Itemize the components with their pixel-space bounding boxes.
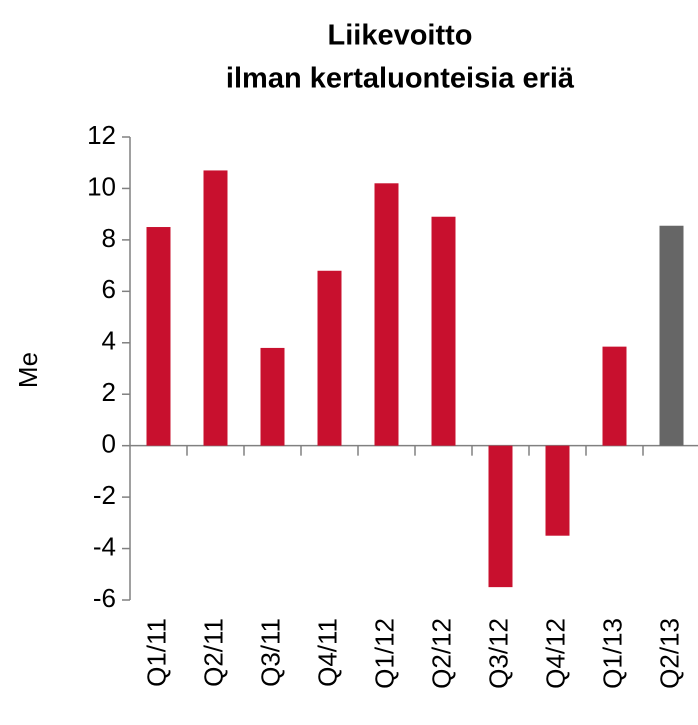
y-tick-label: 12 [87, 120, 116, 150]
x-tick-label: Q1/12 [369, 618, 399, 689]
bar [602, 346, 627, 446]
y-axis-label: Me [13, 352, 43, 388]
y-tick-label: -6 [93, 583, 116, 613]
y-tick-label: 2 [102, 377, 116, 407]
bar [260, 347, 285, 446]
x-tick-label: Q1/13 [597, 618, 627, 689]
y-tick-label: 0 [102, 429, 116, 459]
bar [545, 445, 570, 536]
x-tick-label: Q4/11 [312, 618, 342, 687]
x-tick-label: Q3/12 [483, 618, 513, 689]
bar [431, 216, 456, 446]
x-tick-label: Q2/12 [426, 618, 456, 689]
x-tick-label: Q3/11 [255, 618, 285, 687]
bar [374, 183, 399, 446]
x-tick-label: Q1/11 [141, 618, 171, 687]
bar [203, 170, 228, 446]
bar [488, 445, 513, 588]
y-tick-label: -4 [93, 531, 116, 561]
y-tick-label: 8 [102, 223, 116, 253]
y-tick-label: 4 [102, 326, 116, 356]
y-tick-label: 6 [102, 274, 116, 304]
chart-title: Liikevoitto [327, 20, 472, 52]
y-tick-label: -2 [93, 480, 116, 510]
bar [317, 270, 342, 446]
chart-title: ilman kertaluonteisia eriä [226, 63, 575, 95]
x-tick-label: Q4/12 [540, 618, 570, 689]
x-tick-label: Q2/11 [198, 618, 228, 687]
y-tick-label: 10 [87, 171, 116, 201]
bar [146, 227, 171, 446]
bar [659, 225, 684, 446]
x-tick-label: Q2/13 [654, 618, 684, 689]
